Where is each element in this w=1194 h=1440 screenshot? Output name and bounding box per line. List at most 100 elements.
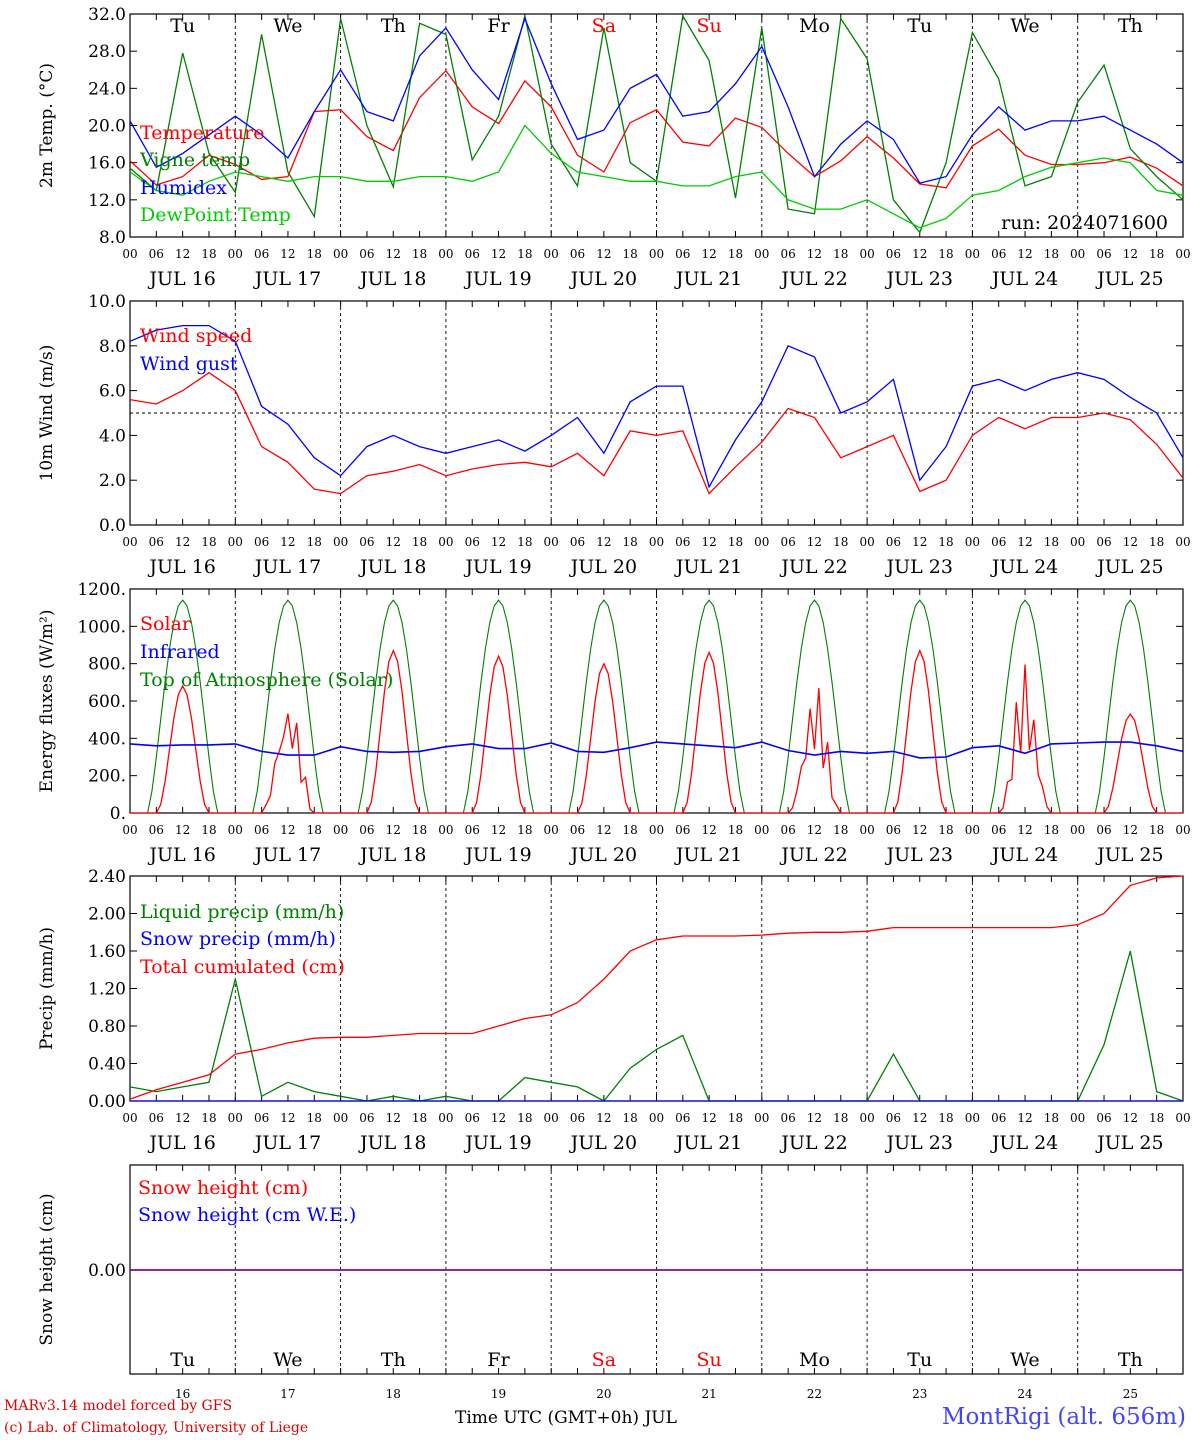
legend-top-of-atmosphere-solar-: Top of Atmosphere (Solar)	[140, 669, 393, 691]
x-hour-label: 18	[1149, 247, 1164, 261]
y-axis-label: Energy fluxes (W/m²)	[37, 610, 57, 793]
x-hour-label: 18	[412, 823, 427, 837]
x-hour-label: 00	[333, 1111, 348, 1125]
y-tick-label: 10.0	[88, 292, 126, 312]
x-hour-label: 06	[254, 535, 269, 549]
x-hour-label: 12	[491, 1111, 506, 1125]
x-date-label: JUL 22	[779, 1132, 847, 1154]
x-hour-label: 18	[623, 535, 638, 549]
legend-snow-height-cm-w-e-: Snow height (cm W.E.)	[138, 1204, 356, 1226]
weekday-label: We	[273, 15, 302, 37]
y-tick-label: 1.60	[88, 942, 126, 962]
weekday-label: Tu	[170, 1349, 195, 1371]
x-date-label: JUL 18	[358, 844, 426, 866]
x-hour-label: 18	[201, 1111, 216, 1125]
day-number-label: 16	[175, 1387, 190, 1401]
x-hour-label: 06	[886, 1111, 901, 1125]
x-hour-label: 00	[859, 823, 874, 837]
x-date-label: JUL 16	[147, 844, 215, 866]
x-hour-label: 00	[754, 1111, 769, 1125]
x-hour-label: 18	[938, 247, 953, 261]
legend-liquid-precip-mm-h-: Liquid precip (mm/h)	[140, 901, 344, 923]
x-hour-label: 06	[1096, 535, 1111, 549]
y-tick-label: 400.	[88, 729, 126, 749]
x-hour-label: 00	[754, 247, 769, 261]
x-date-label: JUL 21	[674, 844, 742, 866]
x-hour-label: 00	[754, 535, 769, 549]
x-hour-label: 06	[254, 1111, 269, 1125]
x-hour-label: 00	[859, 1111, 874, 1125]
x-hour-label: 00	[122, 535, 137, 549]
weekday-label: Th	[1118, 15, 1143, 37]
x-hour-label: 06	[886, 247, 901, 261]
x-date-label: JUL 24	[990, 844, 1058, 866]
x-hour-label: 12	[807, 823, 822, 837]
x-date-label: JUL 23	[885, 1132, 953, 1154]
x-date-label: JUL 18	[358, 556, 426, 578]
day-number-label: 24	[1017, 1387, 1033, 1401]
y-tick-label: 0.00	[88, 1092, 126, 1112]
x-hour-label: 00	[649, 247, 664, 261]
x-date-label: JUL 20	[569, 1132, 637, 1154]
x-hour-label: 06	[675, 1111, 690, 1125]
y-tick-label: 6.0	[99, 382, 126, 402]
panel-frame-3	[129, 588, 1184, 814]
day-number-label: 20	[596, 1387, 611, 1401]
x-hour-label: 12	[491, 535, 506, 549]
x-hour-label: 06	[675, 247, 690, 261]
x-hour-label: 12	[807, 535, 822, 549]
x-hour-label: 12	[1017, 247, 1032, 261]
x-hour-label: 18	[728, 1111, 743, 1125]
y-tick-label: 2.40	[88, 867, 126, 887]
legend-solar: Solar	[140, 613, 192, 635]
x-hour-label: 12	[912, 247, 927, 261]
x-hour-label: 06	[570, 535, 585, 549]
day-number-label: 25	[1123, 1387, 1138, 1401]
x-hour-label: 00	[544, 1111, 559, 1125]
weekday-label: We	[1010, 15, 1039, 37]
y-axis-label: Snow height (cm)	[37, 1193, 57, 1345]
x-hour-label: 12	[596, 1111, 611, 1125]
x-hour-label: 12	[280, 823, 295, 837]
x-hour-label: 12	[807, 1111, 822, 1125]
x-hour-label: 18	[938, 823, 953, 837]
x-hour-label: 18	[1044, 535, 1059, 549]
weekday-label: Sa	[592, 1349, 616, 1371]
y-tick-label: 1.20	[88, 980, 126, 1000]
day-number-label: 19	[491, 1387, 506, 1401]
x-hour-label: 12	[175, 535, 190, 549]
x-hour-label: 06	[465, 535, 480, 549]
x-hour-label: 06	[675, 535, 690, 549]
weekday-label: Th	[381, 1349, 406, 1371]
x-hour-label: 00	[544, 247, 559, 261]
x-hour-label: 18	[1044, 823, 1059, 837]
x-hour-label: 00	[649, 535, 664, 549]
x-hour-label: 18	[307, 247, 322, 261]
x-hour-label: 06	[359, 535, 374, 549]
x-date-label: JUL 16	[147, 268, 215, 290]
x-hour-label: 18	[623, 1111, 638, 1125]
y-tick-label: 600.	[88, 692, 126, 712]
x-hour-label: 00	[122, 247, 137, 261]
x-date-label: JUL 20	[569, 556, 637, 578]
model-credit: MARv3.14 model forced by GFS	[4, 1398, 233, 1414]
x-hour-label: 12	[1017, 1111, 1032, 1125]
x-hour-label: 06	[149, 823, 164, 837]
x-hour-label: 06	[359, 247, 374, 261]
x-date-label: JUL 19	[463, 844, 531, 866]
weekday-label: Th	[1118, 1349, 1143, 1371]
x-hour-label: 06	[886, 535, 901, 549]
x-date-label: JUL 19	[463, 556, 531, 578]
x-hour-label: 00	[1175, 1111, 1190, 1125]
y-tick-label: 0.0	[99, 516, 126, 536]
weekday-label: Su	[697, 15, 722, 37]
x-hour-label: 00	[438, 535, 453, 549]
x-hour-label: 12	[491, 247, 506, 261]
x-hour-label: 00	[544, 823, 559, 837]
x-hour-label: 18	[517, 823, 532, 837]
x-hour-label: 12	[702, 1111, 717, 1125]
x-hour-label: 12	[175, 823, 190, 837]
x-hour-label: 12	[1123, 247, 1138, 261]
x-hour-label: 00	[438, 247, 453, 261]
x-hour-label: 18	[201, 535, 216, 549]
